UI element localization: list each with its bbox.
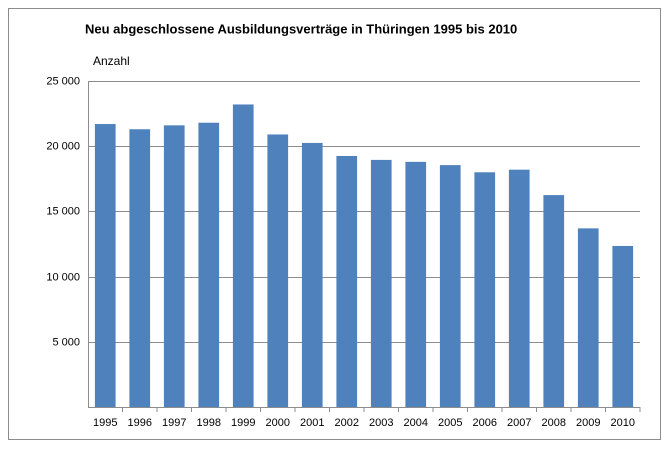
x-tick-label: 2009	[576, 417, 600, 429]
bar	[94, 124, 116, 408]
bar	[370, 159, 392, 407]
bar	[474, 172, 496, 407]
y-tick-label: 10 000	[46, 271, 80, 283]
x-tick-label: 2006	[473, 417, 497, 429]
bar	[163, 125, 185, 407]
bar	[232, 104, 254, 408]
x-tick-label: 2010	[611, 417, 635, 429]
x-tick-label: 1999	[231, 417, 255, 429]
bar	[508, 169, 530, 407]
y-tick-label: 20 000	[46, 140, 80, 152]
x-tick-label: 1998	[197, 417, 221, 429]
chart-title: Neu abgeschlossene Ausbildungsverträge i…	[85, 21, 517, 36]
x-tick-label: 1995	[93, 417, 117, 429]
bar	[439, 165, 461, 407]
x-tick-label: 2004	[404, 417, 428, 429]
bar	[198, 122, 220, 407]
x-tick-label: 2000	[266, 417, 290, 429]
bar	[577, 228, 599, 407]
bar	[612, 245, 634, 407]
y-tick-label: 25 000	[46, 75, 80, 87]
x-tick-label: 2007	[507, 417, 531, 429]
bar	[301, 142, 323, 407]
y-axis-label: Anzahl	[93, 54, 130, 68]
bar	[336, 155, 358, 407]
x-tick-label: 2003	[369, 417, 393, 429]
bar	[129, 129, 151, 408]
bar	[405, 161, 427, 407]
bar	[543, 195, 565, 407]
x-tick-label: 1996	[128, 417, 152, 429]
y-tick-label: 15 000	[46, 205, 80, 217]
x-tick-label: 2005	[438, 417, 462, 429]
x-tick-label: 2008	[542, 417, 566, 429]
x-tick-label: 2001	[300, 417, 324, 429]
y-tick-label: 5 000	[52, 336, 80, 348]
x-tick-label: 1997	[162, 417, 186, 429]
x-tick-label: 2002	[335, 417, 359, 429]
bar	[267, 134, 289, 408]
